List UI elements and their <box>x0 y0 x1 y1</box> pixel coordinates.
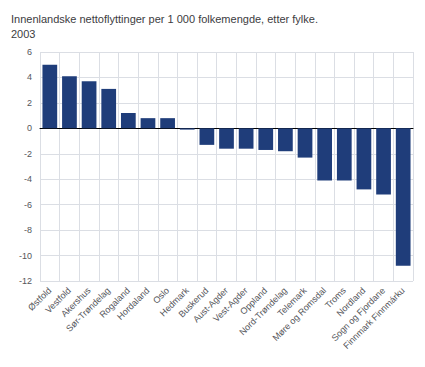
svg-text:Buskerud: Buskerud <box>176 285 211 320</box>
svg-text:2: 2 <box>27 98 32 108</box>
svg-text:Finnmark Finnmárku: Finnmark Finnmárku <box>341 285 406 350</box>
svg-text:-6: -6 <box>24 200 32 210</box>
svg-text:Innenlandske nettoflyttinger p: Innenlandske nettoflyttinger per 1 000 f… <box>11 13 318 25</box>
svg-text:Oppland: Oppland <box>238 285 270 317</box>
svg-text:Troms: Troms <box>323 285 348 311</box>
svg-text:-12: -12 <box>19 276 32 286</box>
svg-text:Rogaland: Rogaland <box>97 285 132 320</box>
svg-text:Hedmark: Hedmark <box>157 285 191 319</box>
svg-text:Nordland: Nordland <box>334 285 368 319</box>
svg-text:Aust-Agder: Aust-Agder <box>191 285 230 325</box>
svg-text:-10: -10 <box>19 251 32 261</box>
svg-text:6: 6 <box>27 47 32 57</box>
svg-text:Nord-Trøndelag: Nord-Trøndelag <box>237 285 289 338</box>
svg-text:Hordaland: Hordaland <box>115 285 151 321</box>
svg-text:Vest-Agder: Vest-Agder <box>211 285 250 324</box>
svg-text:Oslo: Oslo <box>151 285 172 306</box>
svg-text:2003: 2003 <box>11 28 35 40</box>
svg-text:4: 4 <box>27 72 32 82</box>
svg-text:-8: -8 <box>24 225 32 235</box>
svg-text:Møre og Romsdal: Møre og Romsdal <box>271 285 329 343</box>
svg-text:Akershus: Akershus <box>59 285 93 319</box>
svg-text:-4: -4 <box>24 174 32 184</box>
svg-text:Vestfold: Vestfold <box>43 285 73 316</box>
svg-text:Sør-Trøndelag: Sør-Trøndelag <box>64 285 113 334</box>
svg-text:-2: -2 <box>24 149 32 159</box>
svg-text:Telemark: Telemark <box>275 285 309 319</box>
svg-text:Sogn og Fjordane: Sogn og Fjordane <box>329 285 388 343</box>
svg-text:Østfold: Østfold <box>26 285 54 313</box>
svg-text:0: 0 <box>27 123 32 133</box>
